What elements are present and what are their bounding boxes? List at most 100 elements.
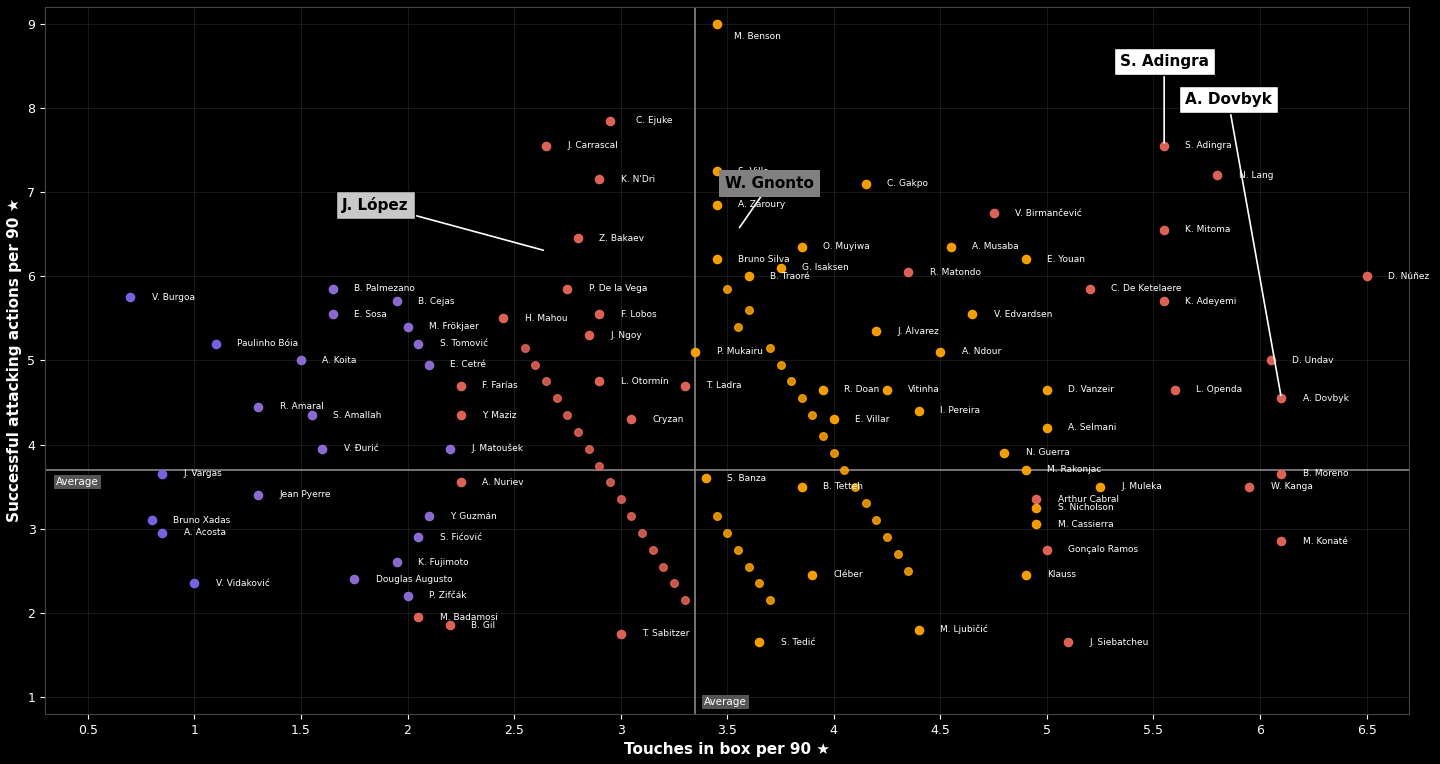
Point xyxy=(1164,384,1187,396)
Point xyxy=(1014,569,1037,581)
Text: W. Gnonto: W. Gnonto xyxy=(726,176,814,191)
Point xyxy=(854,497,877,510)
Point xyxy=(801,409,824,421)
Text: A. Dovbyk: A. Dovbyk xyxy=(1303,393,1348,403)
Text: S. Fićović: S. Fićović xyxy=(439,533,481,542)
Y-axis label: Successful attacking actions per 90 ★: Successful attacking actions per 90 ★ xyxy=(7,198,22,523)
Point xyxy=(960,308,984,320)
Text: N. Lang: N. Lang xyxy=(1238,170,1273,180)
Point xyxy=(1035,422,1058,434)
Text: Average: Average xyxy=(56,477,98,487)
Text: W. Kanga: W. Kanga xyxy=(1270,482,1313,491)
Text: S. Nicholson: S. Nicholson xyxy=(1057,503,1113,512)
Text: E. Sosa: E. Sosa xyxy=(354,309,387,319)
Text: Jean Pyerre: Jean Pyerre xyxy=(279,490,331,500)
Text: Gonçalo Ramos: Gonçalo Ramos xyxy=(1068,545,1139,554)
Point xyxy=(396,321,419,333)
Point xyxy=(672,380,696,392)
Text: L. Otormín: L. Otormín xyxy=(621,377,668,386)
Text: G. Isaksen: G. Isaksen xyxy=(802,264,848,272)
Point xyxy=(822,447,845,459)
Point xyxy=(726,543,749,555)
Text: B. Palmezano: B. Palmezano xyxy=(354,284,415,293)
Point xyxy=(706,199,729,211)
Text: Y. Guzmán: Y. Guzmán xyxy=(451,512,497,520)
Text: Bruno Xadas: Bruno Xadas xyxy=(173,516,230,525)
Point xyxy=(897,266,920,278)
Point xyxy=(706,165,729,177)
Point xyxy=(897,565,920,577)
Point xyxy=(844,481,867,493)
Point xyxy=(1014,464,1037,476)
Point xyxy=(865,514,888,526)
Point xyxy=(406,531,429,543)
Point xyxy=(609,493,632,505)
Text: A. Koita: A. Koita xyxy=(323,356,357,365)
Point xyxy=(706,510,729,522)
Text: B. Moreno: B. Moreno xyxy=(1303,469,1348,478)
Point xyxy=(1270,468,1293,480)
Point xyxy=(1079,283,1102,295)
Point xyxy=(406,338,429,350)
Text: M. Konaté: M. Konaté xyxy=(1303,537,1348,545)
Point xyxy=(524,358,547,371)
Point xyxy=(566,232,589,244)
Text: J. Carrascal: J. Carrascal xyxy=(567,141,618,151)
Point xyxy=(759,594,782,607)
Point xyxy=(737,304,760,316)
Point xyxy=(386,296,409,308)
Text: S. Adingra: S. Adingra xyxy=(1120,54,1208,69)
Point xyxy=(1152,224,1175,236)
Point xyxy=(183,578,206,590)
Text: A. Musaba: A. Musaba xyxy=(972,242,1020,251)
Point xyxy=(876,531,899,543)
Point xyxy=(546,392,569,404)
Point xyxy=(449,380,472,392)
Point xyxy=(791,241,814,253)
Text: B. Gil: B. Gil xyxy=(471,621,495,630)
Text: T. Sabitzer: T. Sabitzer xyxy=(642,630,690,639)
Text: E. Villar: E. Villar xyxy=(855,415,890,424)
Text: J. Siebatcheu: J. Siebatcheu xyxy=(1090,638,1149,647)
Text: A. Ndour: A. Ndour xyxy=(962,348,1001,357)
Text: J. Matoušek: J. Matoušek xyxy=(471,444,524,454)
Text: B. Traoré: B. Traoré xyxy=(770,272,809,280)
Point xyxy=(151,526,174,539)
Point xyxy=(1270,392,1293,404)
Point xyxy=(449,476,472,488)
Text: P. Zifčák: P. Zifčák xyxy=(429,591,467,601)
Text: M. Frökjaer: M. Frökjaer xyxy=(429,322,478,332)
Point xyxy=(1035,384,1058,396)
Text: S. Banza: S. Banza xyxy=(727,474,766,483)
Point xyxy=(418,510,441,522)
Point xyxy=(588,173,611,186)
Text: R. Amaral: R. Amaral xyxy=(279,402,324,411)
Text: Douglas Augusto: Douglas Augusto xyxy=(376,575,452,584)
Text: M. Badamosi: M. Badamosi xyxy=(439,613,497,621)
Text: Vitinha: Vitinha xyxy=(909,385,940,394)
Text: L. Openda: L. Openda xyxy=(1197,385,1243,394)
Point xyxy=(609,628,632,640)
Point xyxy=(726,321,749,333)
Text: K. N'Dri: K. N'Dri xyxy=(621,175,655,184)
Text: A. Acosta: A. Acosta xyxy=(184,529,226,537)
Text: H. Mahou: H. Mahou xyxy=(524,314,567,322)
Text: E. Youan: E. Youan xyxy=(1047,255,1084,264)
Point xyxy=(694,472,717,484)
Point xyxy=(1270,535,1293,547)
Point xyxy=(907,405,930,417)
Point xyxy=(865,325,888,337)
Text: E. Cetré: E. Cetré xyxy=(451,360,487,369)
Point xyxy=(492,312,516,325)
Text: M. Cassierra: M. Cassierra xyxy=(1057,520,1113,529)
Text: M. Benson: M. Benson xyxy=(733,32,780,41)
Text: J. Álvarez: J. Álvarez xyxy=(897,325,940,336)
Text: A. Selmani: A. Selmani xyxy=(1068,423,1116,432)
Point xyxy=(769,262,792,274)
Text: Arthur Cabral: Arthur Cabral xyxy=(1057,495,1119,503)
Point xyxy=(747,636,770,649)
Point xyxy=(662,578,685,590)
Point xyxy=(706,18,729,30)
Point xyxy=(1089,481,1112,493)
Point xyxy=(577,329,600,342)
